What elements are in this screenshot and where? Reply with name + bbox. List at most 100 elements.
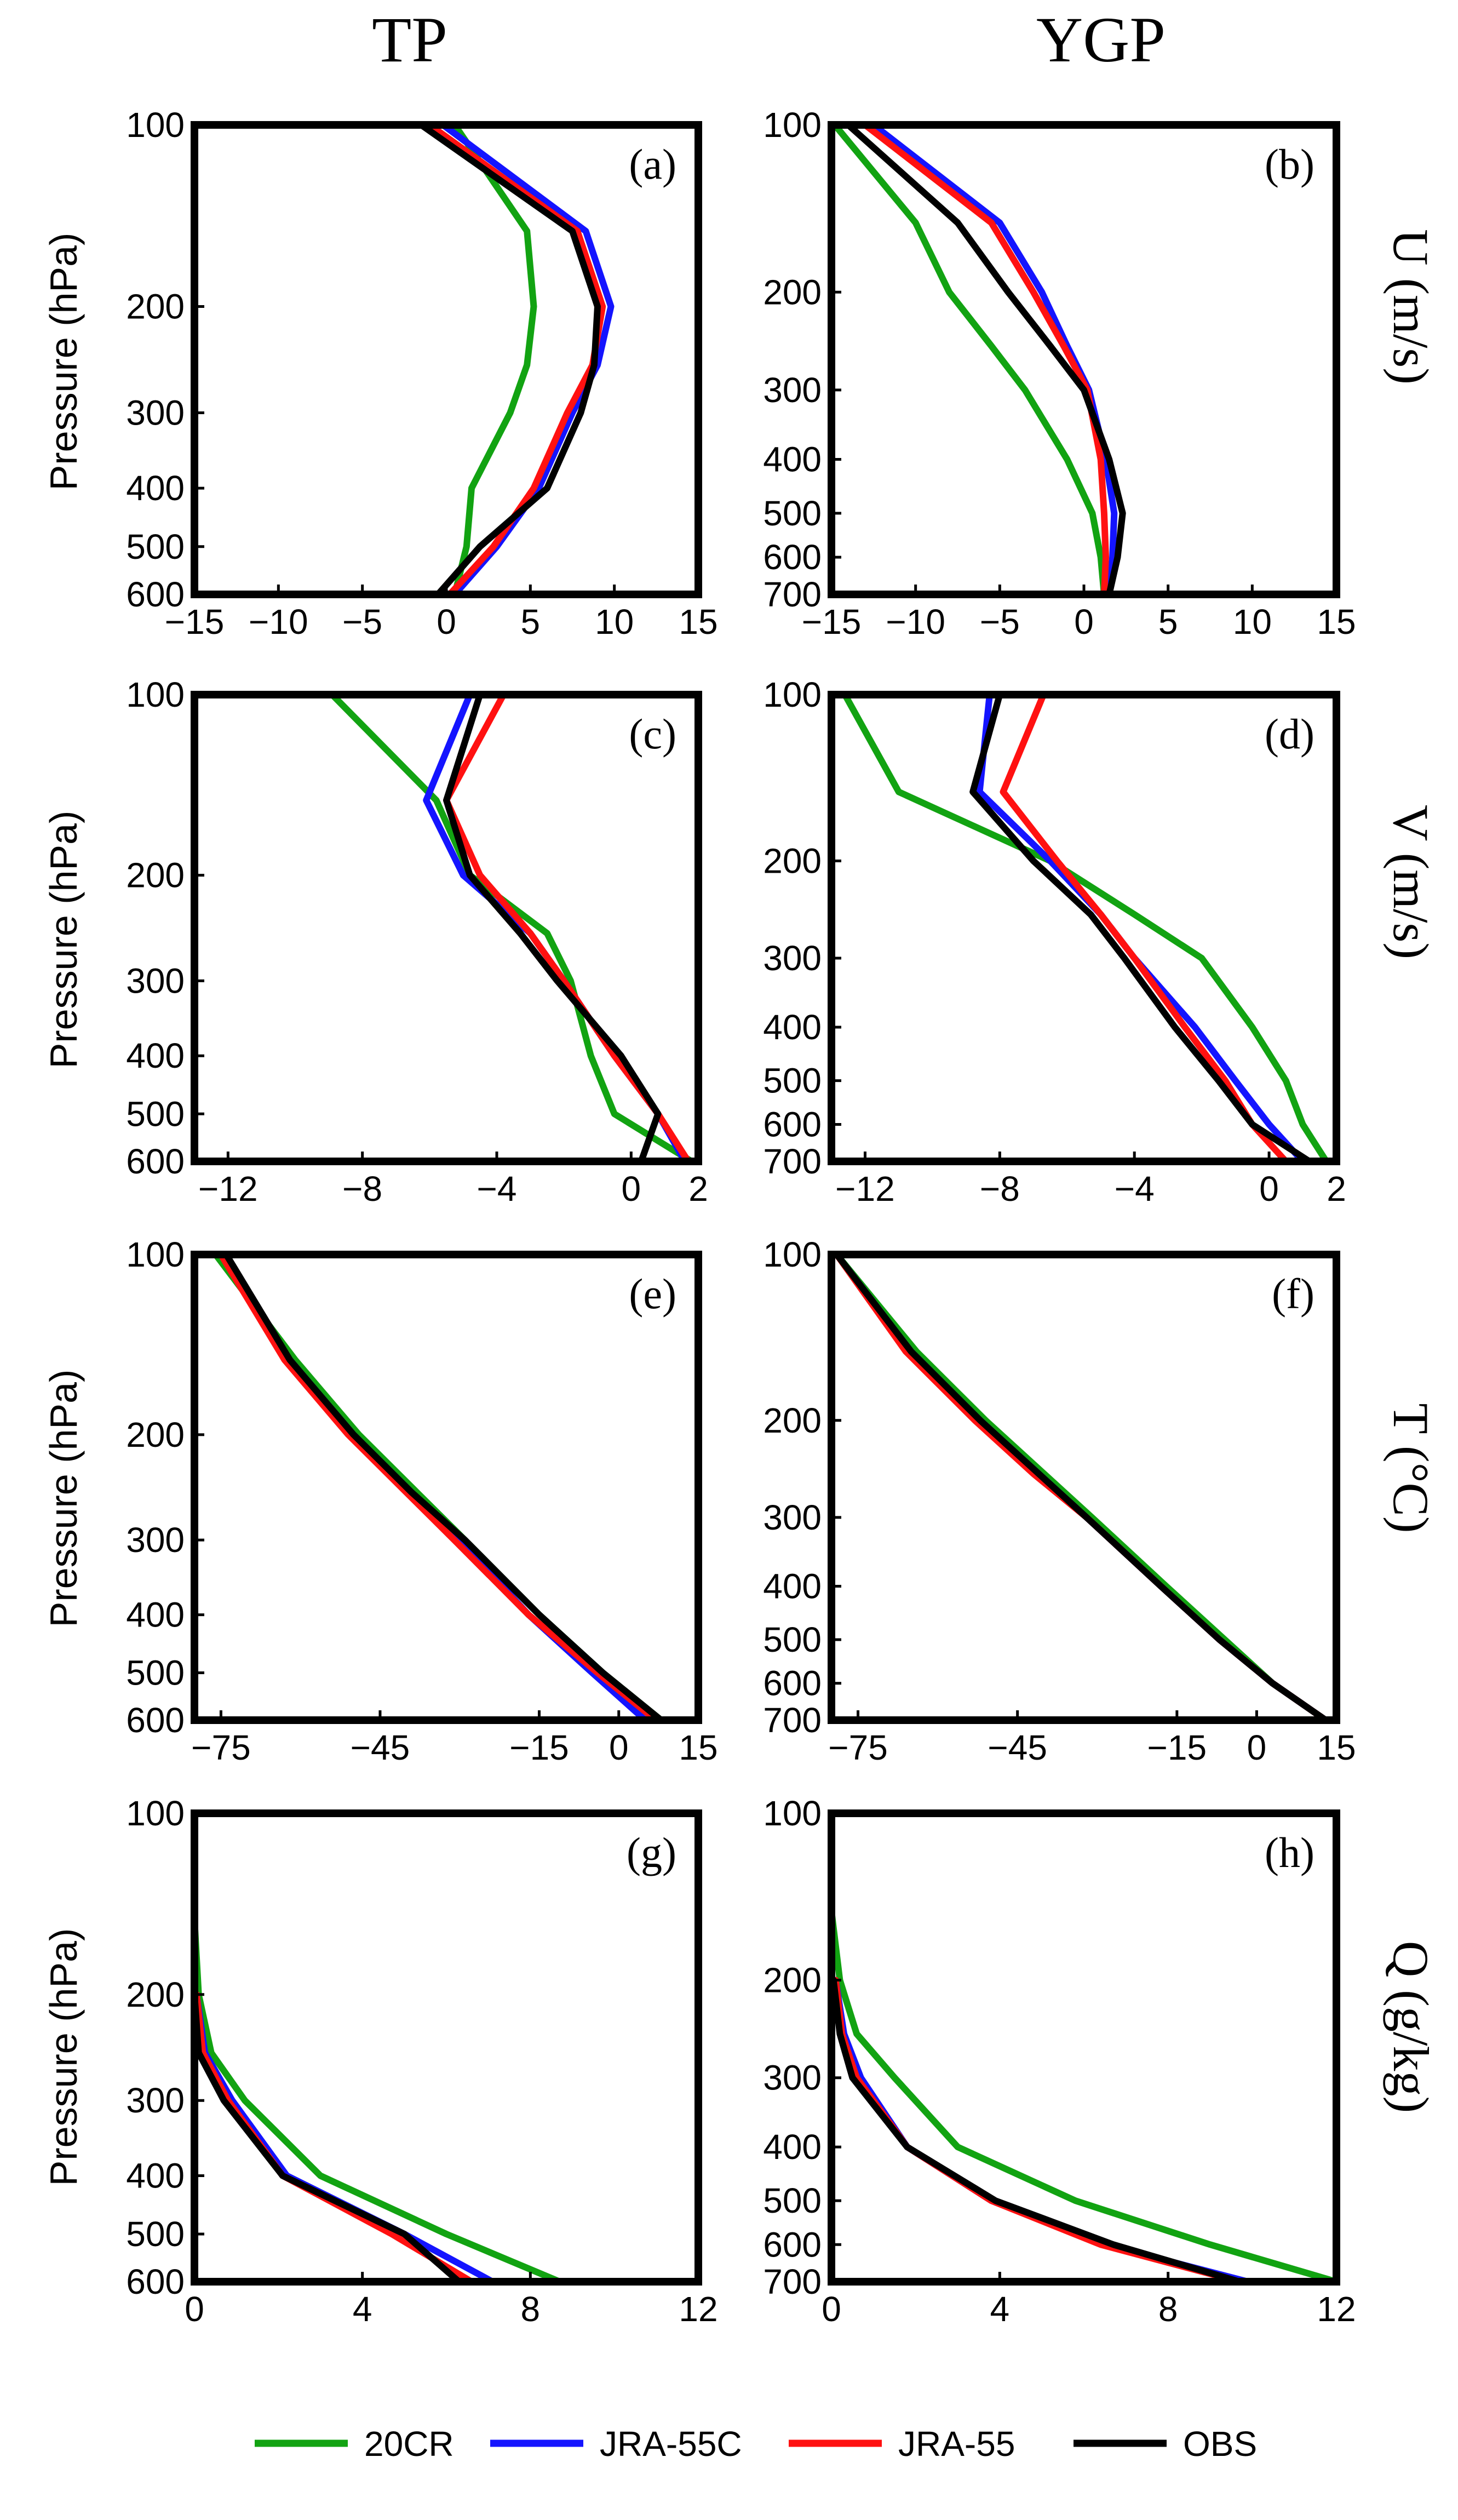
y-tick-label: 500 [763,494,822,533]
y-tick-label: 400 [763,1007,822,1047]
y-tick-label: 700 [763,1142,822,1181]
x-tick-label: 5 [1158,602,1178,642]
y-tick-label: 500 [763,1061,822,1101]
series-line-20cr [828,1908,1340,2285]
y-tick-label: 100 [763,105,822,145]
y-tick-label: 400 [126,1036,185,1075]
y-tick-label: 400 [126,2156,185,2196]
series-line-obs [830,1977,1243,2285]
x-tick-label: −4 [1115,1169,1155,1209]
y-tick-label: 300 [763,370,822,410]
series-line-20cr [329,691,695,1165]
series-line-obs [969,691,1313,1165]
x-tick-label: −15 [509,1728,569,1767]
x-tick-label: 2 [1327,1169,1346,1209]
series-line-jra55 [193,1991,475,2285]
y-tick-label: 300 [126,961,185,1000]
y-tick-label: 400 [763,1567,822,1606]
panel-label: (g) [627,1829,676,1876]
row-label-t: T (°C) [1383,1404,1439,1533]
x-tick-label: −10 [886,602,945,642]
x-tick-label: 0 [822,2289,841,2329]
panel-e: −75 −45 −15 0 15 100 200 300 400 500 600 (e) [126,1235,717,1767]
panel-label: (c) [629,710,676,758]
series-line-20cr [831,122,1107,598]
series-line-jra55 [443,691,692,1165]
y-tick-label: 400 [126,1595,185,1635]
series-line-jra55 [217,1251,659,1723]
x-tick-label: 12 [1317,2289,1356,2329]
x-tick-label: 4 [990,2289,1010,2329]
y-axis-label-e: Pressure (hPa) [42,1370,85,1628]
panel-g: 0 4 8 12 100 200 300 400 500 600 (g) [126,1794,717,2329]
x-tick-label: 2 [688,1169,708,1209]
series-line-obs [418,122,601,598]
y-tick-label: 300 [126,393,185,432]
y-tick-label: 600 [126,575,185,614]
panel-label: (h) [1265,1829,1315,1876]
x-tick-label: 0 [609,1728,629,1767]
panel-c: −12 −8 −4 0 2 100 200 300 400 500 600 (c) [126,675,708,1209]
x-tick-label: 15 [1317,602,1356,642]
y-axis-label-g: Pressure (hPa) [42,1928,85,2186]
panel-label: (b) [1265,140,1315,188]
series-line-jra55 [833,1251,1329,1723]
x-tick-label: −12 [198,1169,258,1209]
x-tick-label: −75 [191,1728,251,1767]
y-tick-label: 600 [126,1142,185,1181]
panel-label: (e) [629,1270,676,1318]
y-tick-label: 200 [126,287,185,327]
y-tick-label: 700 [763,1700,822,1740]
x-tick-label: 5 [521,602,541,642]
panel-label: (d) [1265,710,1315,758]
plot-frame [191,1251,702,1724]
y-tick-label: 100 [126,675,185,714]
y-tick-label: 100 [126,1794,185,1833]
panel-label: (a) [629,140,676,188]
x-tick-label: 15 [679,1728,717,1767]
series-line-obs [845,122,1126,598]
x-tick-label: −45 [351,1728,410,1767]
x-tick-label: 0 [1247,1728,1267,1767]
series-line-jra55c [193,1991,496,2285]
y-tick-label: 200 [126,856,185,895]
x-tick-label: 10 [1233,602,1272,642]
y-tick-label: 500 [126,1094,185,1133]
y-axis-label-c: Pressure (hPa) [42,811,85,1069]
y-tick-label: 300 [126,1520,185,1560]
y-tick-label: 700 [763,2262,822,2301]
column-title-ygp: YGP [1036,4,1166,76]
y-tick-label: 600 [763,537,822,577]
plot-frame [828,691,1340,1165]
x-tick-label: −45 [988,1728,1047,1767]
y-tick-label: 400 [126,468,185,508]
x-tick-label: 15 [1317,1728,1356,1767]
x-tick-label: −10 [249,602,308,642]
series-line-20cr [833,1251,1329,1723]
row-label-q: Q (g/kg) [1383,1941,1439,2113]
y-tick-label: 500 [126,2214,185,2254]
y-tick-label: 200 [763,272,822,312]
y-tick-label: 200 [763,841,822,880]
series-line-20cr [841,691,1330,1165]
plot-frame [828,1251,1340,1724]
y-tick-label: 600 [126,2262,185,2301]
x-tick-label: −5 [342,602,382,642]
y-tick-label: 100 [763,1235,822,1274]
y-tick-label: 200 [126,1415,185,1454]
row-label-u: U (m/s) [1383,229,1439,385]
plot-frame [191,121,702,598]
x-tick-label: −15 [802,602,862,642]
y-tick-label: 200 [763,1961,822,2000]
series-line-obs [223,1251,665,1723]
series-line-jra55c [833,1251,1329,1723]
plot-frame [191,691,702,1165]
column-title-tp: TP [372,4,447,76]
x-tick-label: 12 [679,2289,717,2329]
y-tick-label: 600 [126,1700,185,1740]
x-tick-label: 0 [1074,602,1094,642]
y-tick-label: 300 [126,2081,185,2120]
